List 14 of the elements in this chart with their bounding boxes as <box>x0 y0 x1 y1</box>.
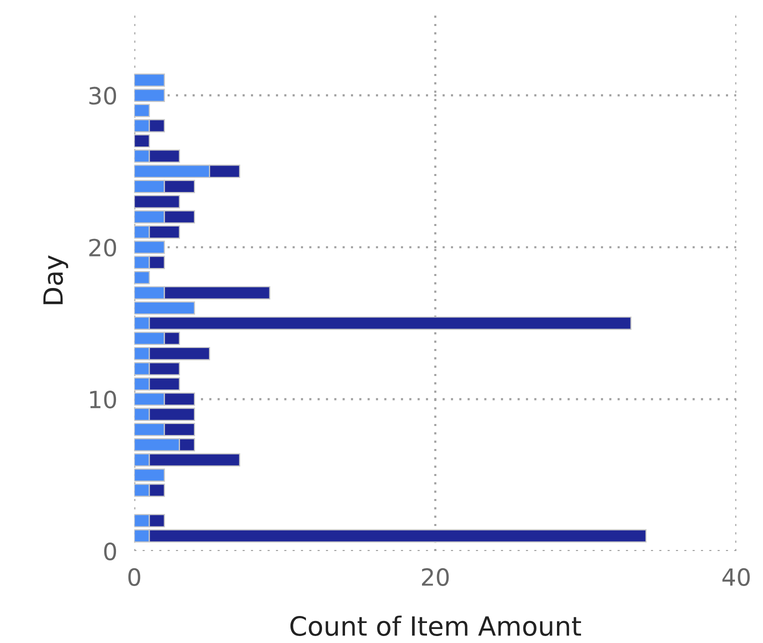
bar <box>134 468 165 482</box>
y-tick-label: 0 <box>104 542 116 560</box>
bar <box>134 301 196 315</box>
y-tick-label: 30 <box>89 86 116 105</box>
x-tick-label: 40 <box>722 568 750 586</box>
bar <box>134 104 150 118</box>
x-axis-title: Count of Item Amount <box>290 616 582 636</box>
bar <box>134 134 150 148</box>
bar <box>134 240 165 254</box>
x-tick-label: 0 <box>128 568 140 586</box>
x-tick-label: 20 <box>422 568 449 586</box>
y-tick-label: 20 <box>89 238 116 257</box>
y-axis-title: Day <box>43 255 68 304</box>
y-tick-label: 10 <box>90 390 116 408</box>
